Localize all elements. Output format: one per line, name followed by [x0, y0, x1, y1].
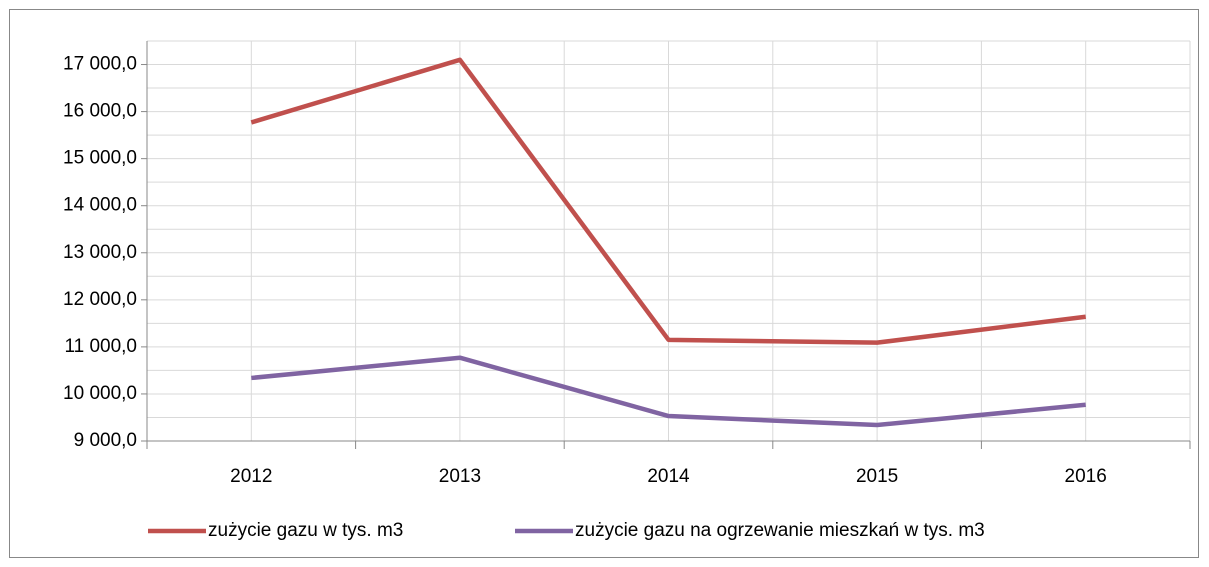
y-tick-label: 13 000,0 — [63, 242, 137, 263]
x-tick-label: 2016 — [1065, 466, 1107, 487]
legend-label: zużycie gazu w tys. m3 — [208, 520, 403, 541]
series-line — [250, 57, 1086, 345]
y-tick-label: 11 000,0 — [64, 336, 137, 357]
legend-label: zużycie gazu na ogrzewanie mieszkań w ty… — [575, 520, 985, 541]
y-tick-label: 10 000,0 — [63, 383, 137, 404]
y-tick-label: 9 000,0 — [74, 430, 137, 451]
y-tick-label: 14 000,0 — [63, 195, 137, 216]
y-tick-label: 16 000,0 — [63, 101, 137, 122]
chart-border — [9, 9, 1199, 558]
x-tick-label: 2015 — [856, 466, 898, 487]
x-tick-label: 2012 — [230, 466, 272, 487]
series-line — [251, 355, 1086, 428]
y-tick-label: 17 000,0 — [63, 54, 137, 75]
y-tick-label: 15 000,0 — [63, 148, 137, 169]
y-tick-label: 12 000,0 — [63, 289, 137, 310]
x-tick-label: 2014 — [647, 466, 690, 487]
x-tick-label: 2013 — [439, 466, 481, 487]
